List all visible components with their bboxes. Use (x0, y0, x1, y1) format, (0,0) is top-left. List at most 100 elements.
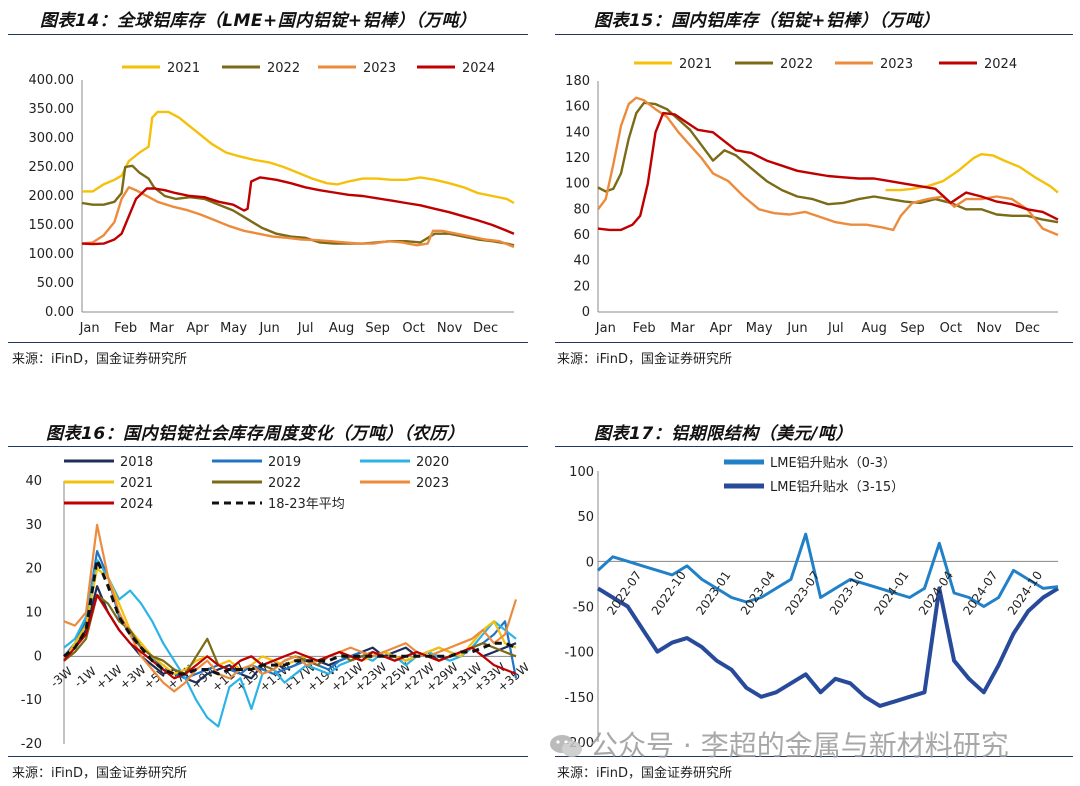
c16-ytick-label: -20 (21, 737, 42, 752)
c15-series-2024 (597, 111, 1059, 232)
c14-ytick-label: 50.00 (37, 276, 74, 291)
c15-ytick-label: 180 (565, 74, 590, 89)
c16-legend-label: 2023 (416, 476, 449, 491)
panel16-title-rule (8, 446, 528, 447)
c16-xtick-label: -3W (48, 664, 75, 690)
panel17-source-rule (555, 756, 1073, 757)
c17-xtick-label: 2024-01 (871, 568, 911, 617)
c17-xtick-label: 2024-07 (960, 568, 1000, 617)
c16-xtick-label: +3W (117, 662, 149, 692)
c15-ytick-label: 60 (573, 228, 590, 243)
c16-xtick-label: -1W (72, 664, 99, 690)
c14-xtick-label: Sep (365, 321, 390, 336)
panel16-source: 来源：iFinD，国金证券研究所 (12, 766, 188, 781)
c15-ytick-label: 120 (565, 151, 590, 166)
c14-legend-label: 2024 (462, 61, 495, 76)
c14-xtick-label: Apr (186, 321, 209, 336)
c15-ytick-label: 140 (565, 125, 590, 140)
c16-series-2023 (63, 523, 518, 693)
c14-xtick-label: Mar (149, 321, 174, 336)
c15-xtick-label: Sep (900, 321, 925, 336)
c14-series-2022 (81, 164, 515, 247)
c17-series-LME铝升贴水（3-15） (596, 586, 1060, 708)
panel17-title: 图表17：铝期限结构（美元/吨） (594, 424, 853, 444)
c15-ytick-label: 40 (573, 254, 590, 269)
c14-ytick-label: 100.00 (29, 247, 75, 262)
c15-series-2021 (885, 153, 1059, 194)
c14-ytick-label: 150.00 (29, 218, 75, 233)
c16-series-18-23年平均 (63, 558, 517, 676)
c15-xtick-label: May (746, 321, 773, 336)
c15-series-2023 (597, 96, 1059, 237)
watermark-text: 公众号 · 李超的金属与新材料研究 (590, 729, 1009, 762)
c16-ytick-label: 20 (25, 562, 42, 577)
c14-ytick-label: 250.00 (29, 160, 75, 175)
c14-ytick-label: 200.00 (29, 189, 75, 204)
c16-legend-label: 2024 (120, 497, 153, 512)
c17-ytick-label: 50 (577, 510, 594, 525)
c14-series-2021 (82, 110, 515, 205)
c16-legend-label: 2019 (268, 455, 301, 470)
c14-xtick-label: Jan (79, 321, 100, 336)
panel15-source: 来源：iFinD，国金证券研究所 (557, 352, 733, 367)
c15-ytick-label: 100 (565, 177, 590, 192)
c14-xtick-label: Jul (297, 321, 314, 336)
c15-ytick-label: 20 (573, 279, 590, 294)
panel14-title: 图表14：全球铝库存（LME+国内铝锭+铝棒）（万吨） (40, 11, 477, 31)
c15-legend-label: 2024 (984, 57, 1017, 72)
c16-xtick-label: +5W (141, 662, 173, 692)
wechat-icon (550, 735, 582, 757)
c16-ytick-label: -10 (21, 693, 42, 708)
c14-ytick-label: 350.00 (29, 102, 75, 117)
c16-series-2021 (63, 567, 517, 675)
c16-ytick-label: 40 (25, 474, 42, 489)
c14-xtick-label: Aug (329, 321, 354, 336)
c15-xtick-label: Aug (861, 321, 886, 336)
c14-xtick-label: Dec (473, 321, 498, 336)
c15-series-2022 (597, 101, 1059, 224)
c16-legend-label: 2022 (268, 476, 301, 491)
c17-ytick-label: 0 (586, 555, 594, 570)
c15-ytick-label: 0 (582, 305, 590, 320)
c14-ytick-label: 300.00 (29, 131, 75, 146)
c17-xtick-label: 2023-04 (738, 568, 778, 617)
c17-ytick-label: -100 (564, 646, 594, 661)
c17-xtick-label: 2022-07 (604, 568, 644, 617)
c15-xtick-label: Feb (633, 321, 656, 336)
c15-legend-label: 2021 (679, 57, 712, 72)
c15-xtick-label: Oct (940, 321, 962, 336)
c17-ytick-label: -150 (564, 691, 594, 706)
panel14-title-rule (8, 34, 528, 35)
c14-legend-label: 2023 (363, 61, 396, 76)
c16-ytick-label: 10 (25, 606, 42, 621)
c14-legend-label: 2022 (267, 61, 300, 76)
panel15-title-rule (555, 34, 1073, 35)
panel14-source-rule (8, 342, 528, 343)
c15-ytick-label: 160 (565, 100, 590, 115)
c14-xtick-label: Feb (114, 321, 137, 336)
watermark: 公众号 · 李超的金属与新材料研究 (548, 724, 1009, 764)
panel17-source: 来源：iFinD，国金证券研究所 (557, 766, 733, 781)
panel14-source: 来源：iFinD，国金证券研究所 (12, 352, 188, 367)
c15-xtick-label: Jul (827, 321, 844, 336)
panel15-title: 图表15：国内铝库存（铝锭+铝棒）（万吨） (594, 11, 940, 31)
c15-legend-label: 2022 (780, 57, 813, 72)
c17-legend-label: LME铝升贴水（3-15） (770, 480, 904, 495)
c17-legend-label: LME铝升贴水（0-3） (770, 456, 896, 471)
c16-ytick-label: 30 (25, 518, 42, 533)
c15-ytick-label: 80 (573, 202, 590, 217)
c15-xtick-label: Mar (670, 321, 695, 336)
c15-xtick-label: Jun (786, 321, 807, 336)
c15-xtick-label: Apr (710, 321, 733, 336)
c17-xtick-label: 2023-10 (827, 568, 867, 617)
c16-legend-label: 2021 (120, 476, 153, 491)
c17-xtick-label: 2022-10 (649, 568, 689, 617)
c15-xtick-label: Dec (1015, 321, 1040, 336)
c16-legend-label: 2018 (120, 455, 153, 470)
c16-legend-label: 2020 (416, 455, 449, 470)
c15-xtick-label: Jan (595, 321, 616, 336)
c17-series-LME铝升贴水（0-3） (596, 532, 1059, 608)
c16-series-2024 (63, 593, 517, 680)
c16-legend-label: 18-23年平均 (268, 497, 345, 512)
